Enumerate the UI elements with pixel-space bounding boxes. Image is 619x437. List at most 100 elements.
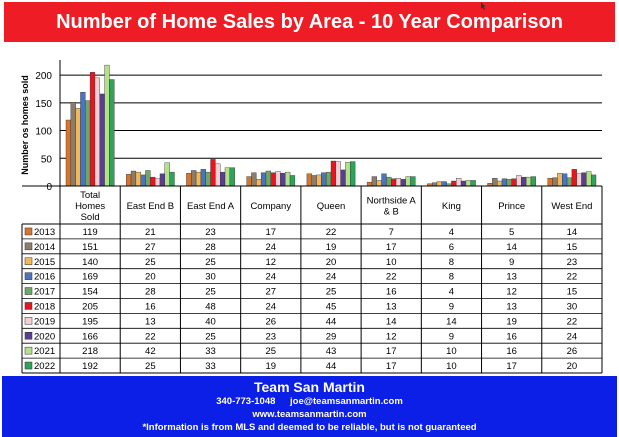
bar: [140, 174, 146, 187]
data-value: 7: [389, 227, 394, 238]
bar: [224, 167, 231, 187]
legend-swatch: [24, 287, 33, 295]
contact-line: 340-773-1048 joe@teamsanmartin.com: [2, 395, 617, 408]
data-value: 14: [386, 316, 397, 327]
bar: [145, 170, 151, 187]
data-value: 19: [265, 361, 276, 372]
category-label: Total Homes Sold: [75, 190, 105, 223]
bar: [381, 173, 387, 187]
bar: [154, 178, 161, 187]
bar: [229, 167, 235, 187]
legend-label: 2017: [34, 287, 55, 298]
data-value: 4: [449, 287, 454, 298]
y-tick-label: 150: [35, 99, 52, 110]
bar: [89, 72, 96, 187]
data-value: 12: [386, 331, 397, 342]
data-value: 33: [205, 346, 216, 357]
bar: [465, 180, 471, 187]
bar: [557, 173, 563, 187]
bar: [492, 178, 498, 187]
bar: [246, 176, 252, 187]
data-value: 20: [567, 361, 578, 372]
bar: [400, 179, 406, 187]
bar: [562, 173, 568, 187]
data-value: 9: [449, 331, 454, 342]
data-value: 15: [567, 287, 578, 298]
bar: [65, 119, 72, 187]
data-value: 48: [205, 301, 216, 312]
bar: [251, 172, 257, 187]
data-value: 21: [145, 227, 156, 238]
data-value: 24: [326, 272, 337, 283]
data-value: 9: [449, 301, 454, 312]
legend-label: 2016: [34, 272, 55, 283]
legend-label: 2019: [34, 316, 55, 327]
bar: [219, 171, 226, 187]
bar: [330, 160, 337, 187]
bar: [280, 173, 286, 187]
chart-title: Number of Home Sales by Area - 10 Year C…: [4, 2, 615, 42]
bar: [530, 176, 536, 187]
bar: [410, 176, 416, 187]
bar: [99, 93, 105, 187]
team-name: Team San Martin: [254, 379, 365, 395]
data-value: 169: [82, 272, 98, 283]
bar: [150, 176, 156, 187]
data-value: 20: [326, 257, 337, 268]
data-value: 22: [145, 331, 156, 342]
data-value: 19: [506, 316, 517, 327]
data-value: 17: [506, 361, 517, 372]
bar: [376, 180, 382, 187]
bar: [285, 171, 291, 187]
bar: [200, 169, 206, 187]
category-label: Prince: [498, 201, 525, 212]
bar: [215, 163, 221, 187]
bar: [80, 92, 86, 187]
bar: [335, 161, 341, 187]
data-value: 24: [265, 272, 276, 283]
data-value: 17: [386, 361, 397, 372]
bar: [159, 173, 166, 187]
data-value: 23: [265, 331, 276, 342]
phone-number[interactable]: 340-773-1048: [216, 396, 276, 407]
data-value: 22: [567, 316, 578, 327]
data-value: 22: [567, 272, 578, 283]
data-value: 23: [567, 257, 578, 268]
legend-swatch: [24, 332, 33, 340]
data-value: 16: [145, 301, 156, 312]
data-value: 43: [326, 346, 337, 357]
data-value: 17: [386, 242, 397, 253]
data-value: 19: [326, 242, 337, 253]
data-value: 44: [326, 316, 337, 327]
bar: [94, 77, 100, 187]
bar: [104, 64, 110, 187]
data-value: 25: [205, 331, 216, 342]
data-value: 26: [265, 316, 276, 327]
data-value: 28: [145, 287, 156, 298]
bar: [75, 108, 81, 187]
data-value: 8: [449, 272, 454, 283]
category-label: Company: [250, 201, 291, 212]
data-value: 29: [326, 331, 337, 342]
email-address[interactable]: joe@teamsanmartin.com: [290, 396, 403, 407]
bar: [506, 179, 512, 187]
bar: [460, 180, 467, 187]
bar: [470, 180, 476, 187]
data-value: 23: [205, 227, 216, 238]
legend-swatch: [24, 242, 33, 251]
category-label: Queen: [317, 201, 346, 212]
data-value: 30: [567, 301, 578, 312]
legend-label: 2020: [34, 331, 55, 342]
data-value: 205: [82, 301, 98, 312]
data-value: 26: [567, 346, 578, 357]
bar: [366, 181, 373, 187]
website-link[interactable]: www.teamsanmartin.com: [252, 409, 367, 420]
bar: [552, 177, 558, 187]
y-tick-label: 50: [41, 154, 53, 165]
bar: [126, 174, 132, 187]
legend-label: 2018: [34, 301, 55, 312]
bar: [451, 180, 457, 187]
data-value: 42: [145, 346, 156, 357]
data-value: 25: [145, 361, 156, 372]
data-value: 151: [82, 242, 98, 253]
